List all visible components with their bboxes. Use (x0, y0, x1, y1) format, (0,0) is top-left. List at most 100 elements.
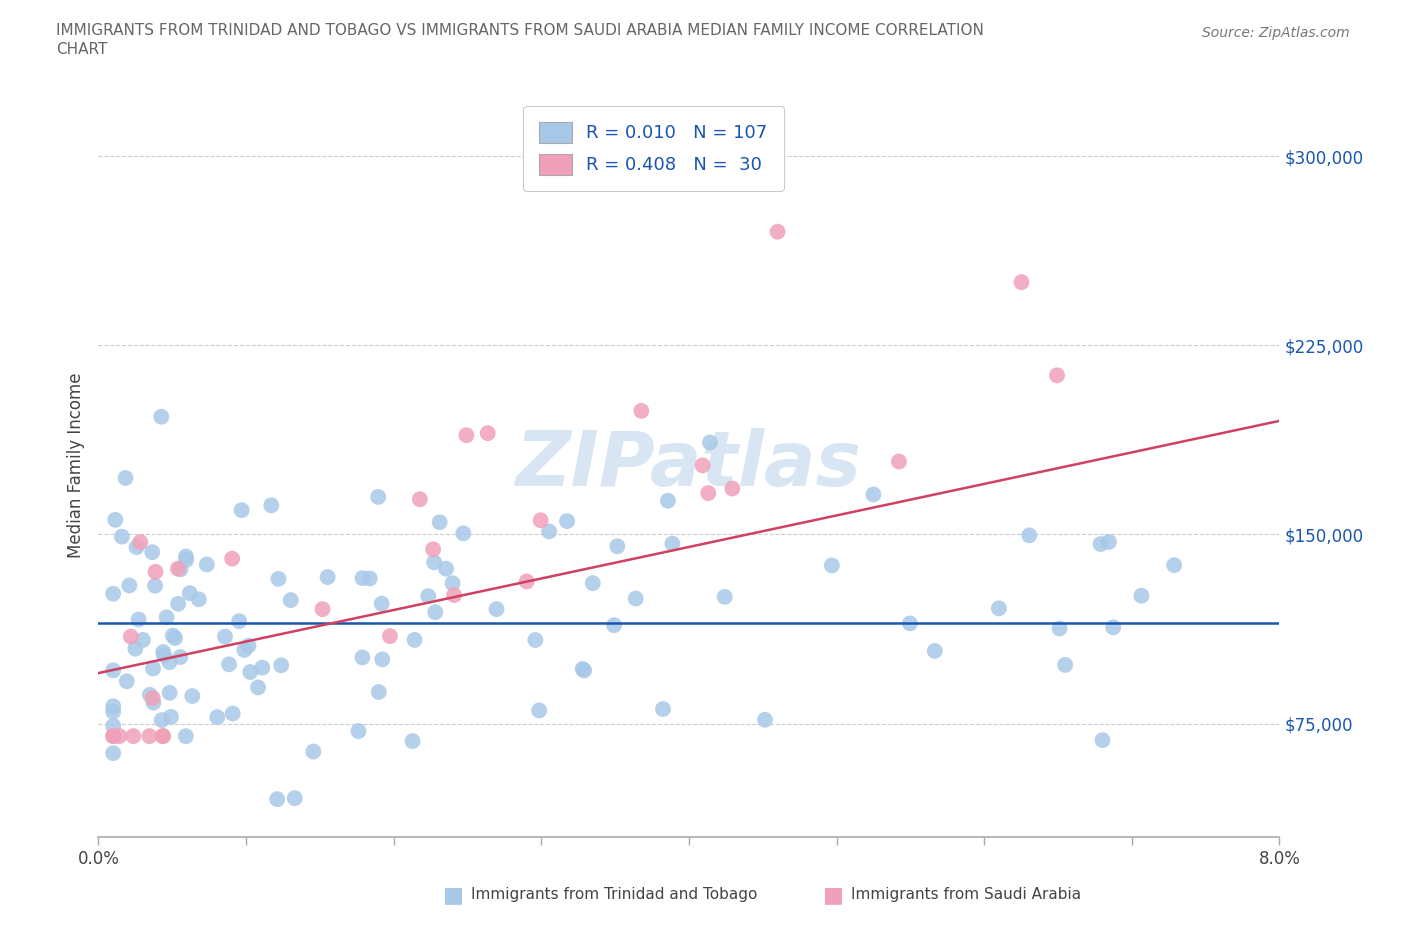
Point (132, 632, 155, 647)
Point (347, 724, 370, 738)
Point (352, 571, 374, 586)
Point (267, 571, 290, 586)
Point (443, 588, 465, 603)
Point (538, 524, 561, 538)
Point (181, 688, 204, 703)
Point (302, 744, 325, 759)
Point (160, 710, 183, 724)
Point (582, 576, 605, 591)
Point (661, 537, 683, 551)
Point (425, 604, 447, 619)
Point (115, 674, 138, 689)
Point (359, 571, 381, 586)
Point (1018, 528, 1040, 543)
Point (766, 224, 789, 239)
Point (152, 729, 174, 744)
Point (125, 539, 148, 554)
Point (1102, 620, 1125, 635)
Text: CHART: CHART (56, 42, 108, 57)
Point (207, 710, 229, 724)
Point (108, 729, 131, 744)
Point (657, 493, 679, 508)
Point (1054, 658, 1077, 672)
Point (1011, 274, 1033, 289)
Point (1130, 589, 1153, 604)
Point (159, 685, 181, 700)
Point (721, 481, 744, 496)
Point (401, 734, 423, 749)
Text: ■: ■ (823, 884, 844, 905)
Point (352, 650, 374, 665)
Point (409, 492, 432, 507)
Point (139, 687, 162, 702)
Point (103, 746, 125, 761)
Text: ■: ■ (443, 884, 464, 905)
Point (142, 696, 165, 711)
Point (174, 729, 197, 744)
Point (103, 729, 125, 744)
Point (630, 404, 652, 418)
Point (169, 562, 191, 577)
Point (165, 631, 187, 645)
Point (485, 602, 508, 617)
Point (150, 712, 173, 727)
Text: IMMIGRANTS FROM TRINIDAD AND TOBAGO VS IMMIGRANTS FROM SAUDI ARABIA MEDIAN FAMIL: IMMIGRANTS FROM TRINIDAD AND TOBAGO VS I… (56, 23, 984, 38)
Point (404, 632, 426, 647)
Point (122, 729, 145, 744)
Point (422, 542, 444, 557)
Point (252, 660, 274, 675)
Point (169, 650, 191, 665)
Point (167, 596, 190, 611)
Point (114, 471, 136, 485)
Point (692, 458, 714, 472)
Point (862, 487, 884, 502)
Text: Immigrants from Trinidad and Tobago: Immigrants from Trinidad and Tobago (471, 887, 758, 902)
Point (754, 712, 776, 727)
Point (429, 515, 451, 530)
Point (118, 578, 141, 593)
Point (713, 590, 735, 604)
Point (266, 791, 288, 806)
Point (441, 576, 464, 591)
Point (152, 644, 174, 659)
Point (453, 525, 475, 540)
Point (987, 601, 1010, 616)
Point (624, 591, 647, 606)
Y-axis label: Median Family Income: Median Family Income (66, 372, 84, 558)
Point (143, 578, 166, 593)
Point (378, 629, 401, 644)
Point (155, 610, 177, 625)
Text: Source: ZipAtlas.com: Source: ZipAtlas.com (1202, 26, 1350, 40)
Point (103, 663, 125, 678)
Point (456, 428, 478, 443)
Point (898, 616, 921, 631)
Point (284, 790, 307, 805)
Point (606, 538, 628, 553)
Point (1046, 368, 1069, 383)
Point (603, 618, 626, 632)
Point (1049, 621, 1071, 636)
Point (1098, 535, 1121, 550)
Point (238, 638, 260, 653)
Point (821, 558, 844, 573)
Point (371, 652, 394, 667)
Point (555, 513, 578, 528)
Point (218, 657, 240, 671)
Point (530, 512, 553, 527)
Point (103, 719, 125, 734)
Point (187, 591, 209, 606)
Point (367, 489, 389, 504)
Point (195, 557, 218, 572)
Point (1090, 537, 1112, 551)
Point (370, 596, 392, 611)
Text: ZIPatlas: ZIPatlas (516, 428, 862, 502)
Point (652, 701, 675, 716)
Point (103, 698, 125, 713)
Point (179, 586, 201, 601)
Point (527, 703, 550, 718)
Point (1091, 733, 1114, 748)
Point (142, 661, 165, 676)
Point (280, 592, 302, 607)
Point (571, 661, 593, 676)
Point (138, 729, 160, 744)
